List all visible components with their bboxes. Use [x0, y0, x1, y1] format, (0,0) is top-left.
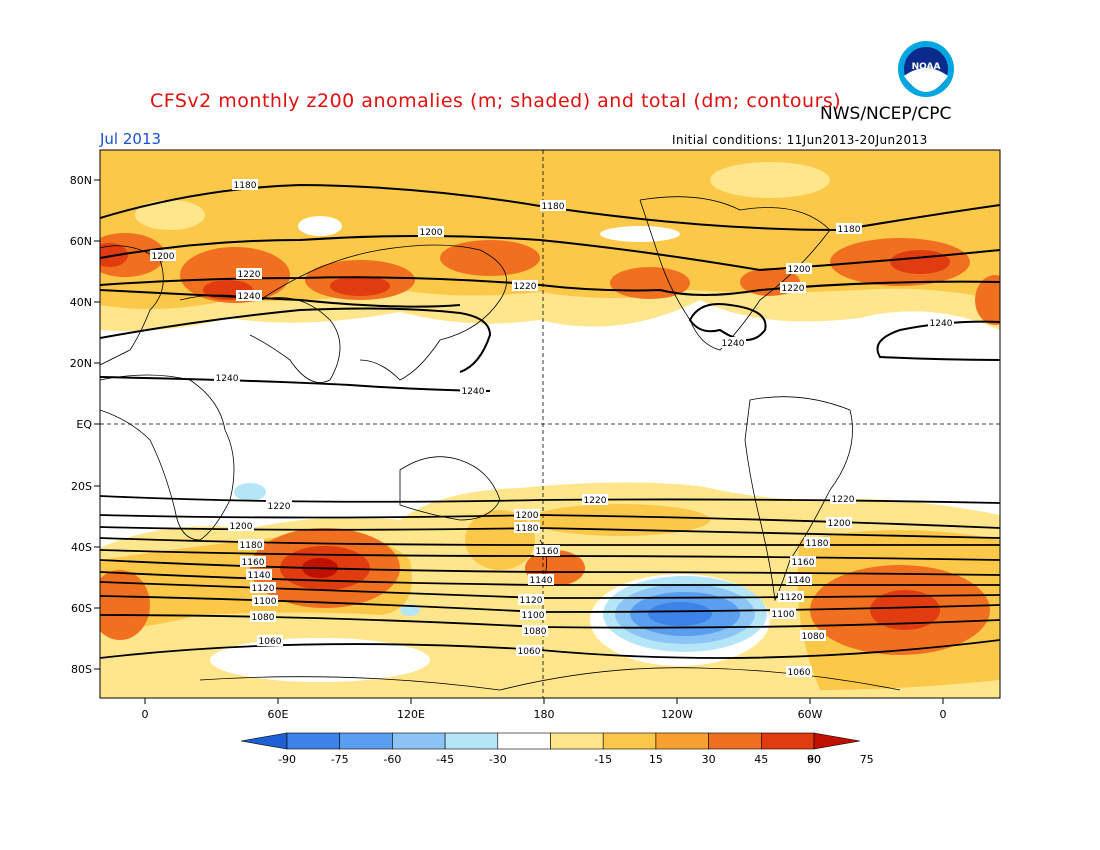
colorbar-swatch — [240, 732, 288, 750]
colorbar-tick-label: -30 — [489, 753, 507, 766]
contour-label: 1240 — [722, 339, 745, 349]
contour-label: 1120 — [520, 596, 543, 606]
colorbar-tick-label: 90 — [807, 753, 821, 766]
contour-label: 1140 — [530, 576, 553, 586]
lon-label: 120W — [661, 708, 693, 721]
colorbar-swatch — [497, 732, 551, 750]
contour-label: 1200 — [828, 519, 851, 529]
contour-label: 1080 — [524, 627, 547, 637]
contour-label: 1180 — [234, 181, 257, 191]
contour-label: 1160 — [792, 558, 815, 568]
colorbar-swatch — [444, 732, 499, 750]
contour-label: 1180 — [516, 524, 539, 534]
colorbar-tick-label: 45 — [754, 753, 768, 766]
contour-label: 1100 — [772, 610, 795, 620]
contour-label: 1140 — [788, 576, 811, 586]
colorbar-tick-label: 75 — [860, 753, 874, 766]
contour-label: 1060 — [518, 647, 541, 657]
contour-label: 1140 — [248, 571, 271, 581]
colorbar-tick-label: 15 — [649, 753, 663, 766]
contour-label: 1160 — [536, 547, 559, 557]
contour-labels: 1180 1180 1200 1180 1200 1220 1240 1220 … — [150, 179, 954, 678]
lat-label: 20S — [71, 480, 92, 493]
colorbar-ticks: -90 -75 -60 -45 -30 -15 15 30 45 60 75 90 — [278, 753, 874, 766]
lon-label: 60E — [268, 708, 289, 721]
colorbar-tick-label: 60 — [807, 753, 821, 766]
contour-label: 1220 — [238, 270, 261, 280]
colorbar-boxes — [240, 732, 861, 750]
contour-label: 1160 — [242, 558, 265, 568]
lon-label: 0 — [142, 708, 149, 721]
colorbar-tick-label: 30 — [702, 753, 716, 766]
colorbar-swatch — [602, 732, 657, 750]
contour-label: 1240 — [216, 374, 239, 384]
colorbar-swatch — [286, 732, 341, 750]
colorbar-swatch — [550, 732, 604, 750]
contour-label: 1200 — [516, 511, 539, 521]
lon-label: 180 — [534, 708, 555, 721]
lat-label: 40N — [70, 296, 92, 309]
lat-label: 40S — [71, 541, 92, 554]
contour-label: 1200 — [152, 252, 175, 262]
lat-label: 80S — [71, 663, 92, 676]
lon-label: 120E — [397, 708, 425, 721]
colorbar-tick-label: -75 — [331, 753, 349, 766]
contour-label: 1220 — [514, 282, 537, 292]
contour-label: 1220 — [832, 495, 855, 505]
contour-label: 1060 — [259, 637, 282, 647]
contour-label: 1180 — [542, 202, 565, 212]
colorbar-swatch — [655, 732, 709, 750]
contour-label: 1080 — [252, 613, 275, 623]
contour-label: 1180 — [838, 225, 861, 235]
contour-label: 1180 — [806, 539, 829, 549]
lat-axis: 80N 60N 40N 20N EQ 20S 40S 60S 80S — [70, 174, 100, 676]
contour-label: 1060 — [788, 668, 811, 678]
colorbar-tick-label: -45 — [436, 753, 454, 766]
contour-label: 1220 — [584, 496, 607, 506]
lat-label: 20N — [70, 357, 92, 370]
contour-label: 1220 — [268, 502, 291, 512]
colorbar-swatch — [813, 732, 861, 750]
colorbar-swatch — [392, 732, 446, 750]
lat-label: 80N — [70, 174, 92, 187]
contour-label: 1240 — [238, 292, 261, 302]
contour-label: 1240 — [930, 319, 953, 329]
lat-label: 60N — [70, 235, 92, 248]
contour-label: 1240 — [462, 387, 485, 397]
colorbar: -90 -75 -60 -45 -30 -15 15 30 45 60 75 90 — [240, 732, 874, 766]
colorbar-tick-label: -90 — [278, 753, 296, 766]
colorbar-tick-label: -60 — [383, 753, 401, 766]
lon-label: 0 — [940, 708, 947, 721]
contour-label: 1200 — [420, 228, 443, 238]
map-area: 1180 1180 1200 1180 1200 1220 1240 1220 … — [100, 150, 1000, 698]
contour-label: 1200 — [788, 265, 811, 275]
contour-label: 1120 — [252, 584, 275, 594]
svg-text:NOAA: NOAA — [912, 62, 941, 72]
lat-label: 60S — [71, 602, 92, 615]
noaa-logo-icon: NOAA — [898, 41, 954, 97]
colorbar-swatch — [708, 732, 762, 750]
contour-label: 1220 — [782, 284, 805, 294]
contour-label: 1120 — [780, 593, 803, 603]
agency-label: NWS/NCEP/CPC — [820, 104, 952, 124]
forecast-month: Jul 2013 — [100, 130, 162, 148]
lon-label: 60W — [798, 708, 823, 721]
contour-label: 1080 — [802, 632, 825, 642]
colorbar-swatch — [339, 732, 393, 750]
chart-title: CFSv2 monthly z200 anomalies (m; shaded)… — [150, 90, 842, 112]
contour-label: 1100 — [522, 611, 545, 621]
initial-conditions: Initial conditions: 11Jun2013-20Jun2013 — [672, 133, 928, 147]
colorbar-tick-label: -15 — [594, 753, 612, 766]
contour-label: 1100 — [254, 597, 277, 607]
lon-axis: 0 60E 120E 180 120W 60W 0 — [142, 698, 947, 721]
colorbar-swatch — [760, 732, 815, 750]
lat-label: EQ — [76, 418, 92, 431]
contour-label: 1200 — [230, 522, 253, 532]
contour-label: 1180 — [240, 541, 263, 551]
